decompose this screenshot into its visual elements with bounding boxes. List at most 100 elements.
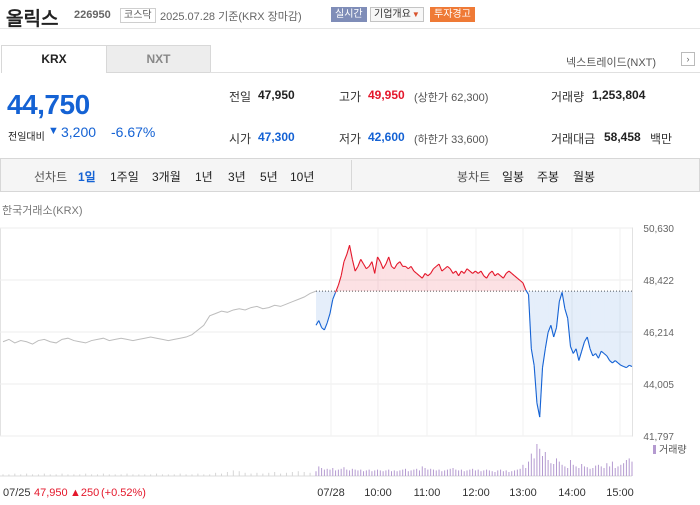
today-line-segment bbox=[505, 270, 510, 274]
low-label: 저가 bbox=[339, 132, 362, 146]
today-area-segment bbox=[355, 266, 358, 292]
x-tick-label: 13:00 bbox=[509, 487, 537, 499]
today-area-segment bbox=[467, 268, 470, 292]
nextrade-link[interactable]: 넥스트레이드(NXT) bbox=[566, 57, 657, 69]
y-tick-label: 46,214 bbox=[643, 328, 674, 339]
today-area-segment bbox=[511, 273, 515, 292]
today-line-segment bbox=[489, 270, 493, 274]
period-10y[interactable]: 10년 bbox=[290, 170, 315, 184]
today-area-segment bbox=[366, 266, 370, 292]
today-area-segment bbox=[615, 291, 619, 363]
period-1w[interactable]: 1주일 bbox=[110, 170, 139, 184]
candle-chart-label: 봉차트 bbox=[457, 170, 491, 184]
today-area-segment bbox=[425, 273, 428, 292]
today-area-segment bbox=[377, 256, 381, 292]
today-line-segment bbox=[628, 364, 633, 367]
today-line-segment bbox=[558, 292, 563, 302]
tab-nxt[interactable]: NXT bbox=[106, 45, 211, 73]
open-value: 47,300 bbox=[258, 130, 295, 144]
period-3m[interactable]: 3개월 bbox=[152, 170, 181, 184]
today-line-segment bbox=[508, 270, 513, 274]
period-monthly-candle[interactable]: 월봉 bbox=[573, 170, 596, 184]
today-line-segment bbox=[581, 341, 585, 352]
period-daily-candle[interactable]: 일봉 bbox=[502, 170, 525, 184]
prev-close-value: 47,950 bbox=[258, 88, 295, 102]
period-weekly-candle[interactable]: 주봉 bbox=[537, 170, 560, 184]
today-line-segment bbox=[388, 256, 393, 267]
period-5y[interactable]: 5년 bbox=[260, 170, 278, 184]
today-area-segment bbox=[489, 271, 493, 292]
today-area-segment bbox=[604, 291, 607, 356]
today-area-segment bbox=[430, 268, 434, 292]
today-line-segment bbox=[385, 256, 390, 265]
x-tick-label: 07/28 bbox=[317, 487, 345, 499]
today-line-segment bbox=[466, 268, 471, 272]
today-line-segment bbox=[564, 308, 569, 319]
today-line-segment bbox=[480, 270, 485, 277]
price-chart[interactable]: 50,630 48,422 46,214 44,005 41,797 거래량 07/28 10… bbox=[0, 218, 700, 505]
today-line-segment bbox=[497, 273, 501, 277]
today-area-segment bbox=[318, 291, 322, 328]
today-area-segment bbox=[548, 291, 551, 333]
today-area-segment bbox=[346, 245, 350, 292]
today-area-segment bbox=[472, 271, 476, 292]
today-area-segment bbox=[626, 291, 630, 368]
today-line-segment bbox=[555, 301, 560, 328]
today-area-segment bbox=[444, 266, 448, 292]
today-area-segment bbox=[385, 256, 389, 292]
high-value: 49,950 bbox=[368, 88, 405, 102]
current-price: 44,750 bbox=[7, 89, 90, 120]
today-line-segment bbox=[475, 270, 479, 274]
today-line-segment bbox=[368, 261, 373, 267]
today-area-segment bbox=[352, 259, 356, 292]
today-area-segment bbox=[447, 266, 451, 292]
today-line-segment bbox=[329, 299, 334, 314]
today-line-segment bbox=[349, 245, 353, 260]
today-line-segment bbox=[511, 273, 515, 277]
today-area-segment bbox=[508, 271, 512, 292]
realtime-badge[interactable]: 실시간 bbox=[331, 7, 367, 22]
today-area-segment bbox=[584, 291, 588, 342]
period-3y[interactable]: 3년 bbox=[228, 170, 246, 184]
x-tick-label: 14:00 bbox=[558, 487, 586, 499]
company-overview-menu[interactable]: 기업개요▼ bbox=[370, 7, 424, 22]
today-line-segment bbox=[447, 265, 451, 270]
today-line-segment bbox=[536, 402, 541, 418]
today-line-segment bbox=[614, 360, 619, 364]
today-line-segment bbox=[553, 327, 558, 338]
today-area-segment bbox=[514, 275, 518, 292]
today-area-segment bbox=[578, 291, 582, 361]
prev-day-date: 07/25 bbox=[3, 487, 31, 499]
today-area-segment bbox=[592, 291, 596, 356]
market-badge: 코스닥 bbox=[120, 8, 156, 23]
y-tick-label: 41,797 bbox=[643, 432, 674, 443]
today-area-segment bbox=[441, 268, 445, 292]
today-area-segment bbox=[399, 261, 403, 292]
today-area-segment bbox=[383, 264, 386, 292]
period-1y[interactable]: 1년 bbox=[195, 170, 213, 184]
exchange-label: 한국거래소(KRX) bbox=[2, 205, 83, 217]
chevron-right-icon[interactable]: › bbox=[681, 52, 695, 66]
today-line-segment bbox=[444, 265, 448, 270]
today-line-segment bbox=[461, 270, 465, 274]
today-area-segment bbox=[590, 291, 593, 356]
today-area-segment bbox=[321, 291, 325, 330]
period-1d[interactable]: 1일 bbox=[78, 170, 96, 184]
prev-close-label: 전일 bbox=[229, 90, 252, 104]
today-line-segment bbox=[606, 355, 611, 361]
today-area-segment bbox=[497, 273, 501, 292]
today-line-segment bbox=[586, 336, 591, 349]
today-line-segment bbox=[567, 318, 572, 347]
down-triangle-icon: ▼ bbox=[48, 125, 59, 137]
today-area-segment bbox=[357, 259, 361, 292]
y-tick-label: 44,005 bbox=[643, 380, 674, 391]
today-line-segment bbox=[500, 275, 504, 279]
today-line-segment bbox=[374, 256, 379, 274]
tab-krx[interactable]: KRX bbox=[1, 45, 107, 73]
x-tick-label: 11:00 bbox=[414, 487, 441, 499]
today-line-segment bbox=[396, 261, 401, 265]
today-area-segment bbox=[411, 266, 414, 292]
today-line-segment bbox=[393, 263, 398, 270]
today-line-segment bbox=[514, 275, 518, 279]
today-line-segment bbox=[530, 348, 535, 366]
